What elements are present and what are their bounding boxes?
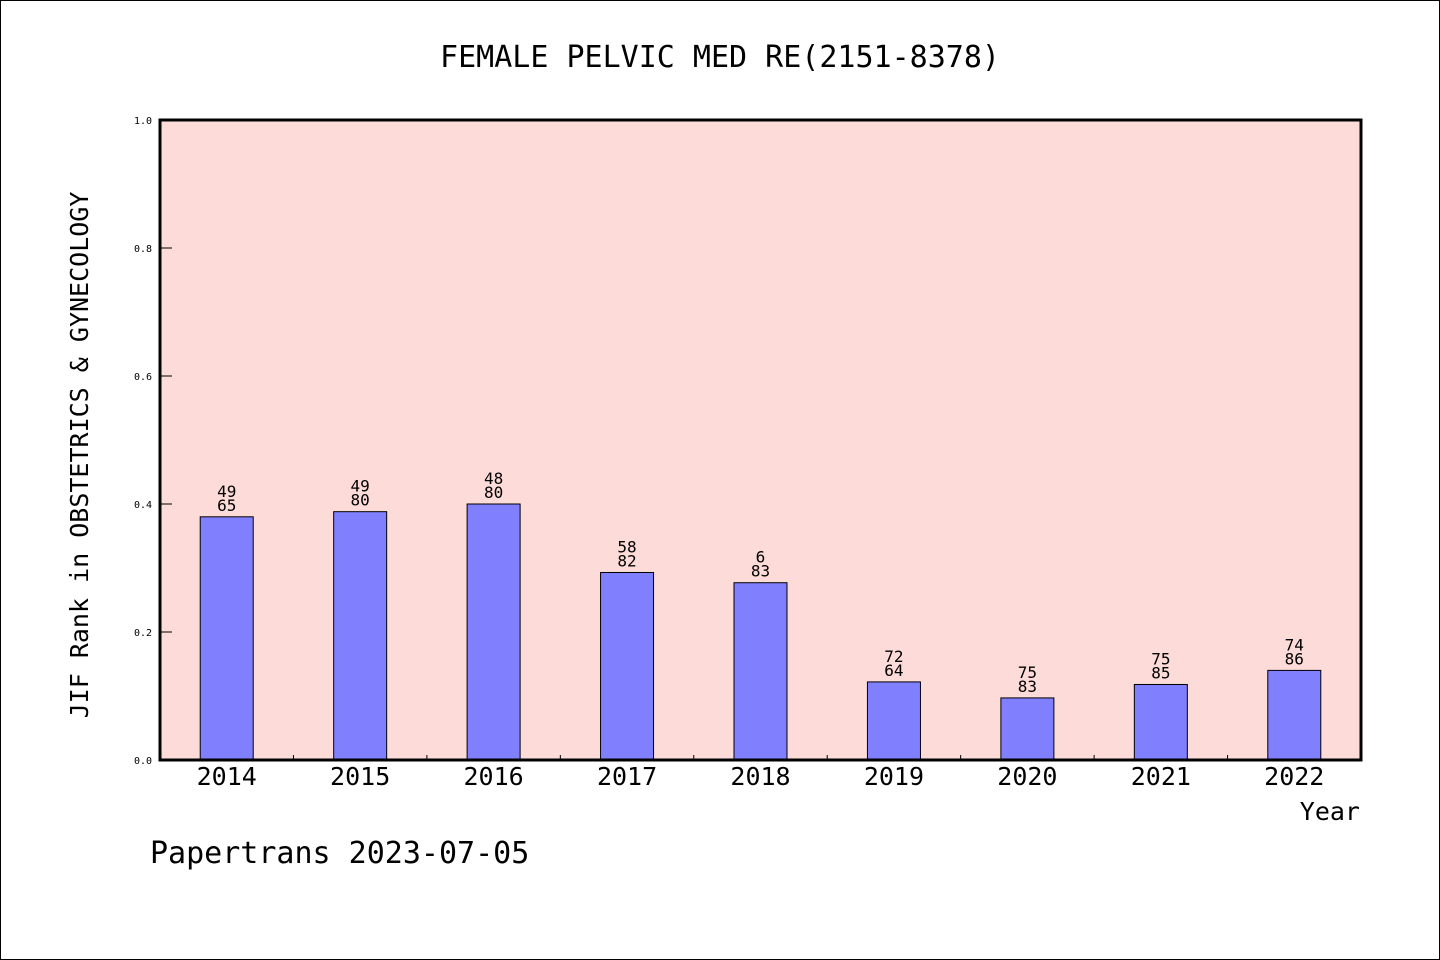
footer-watermark: Papertrans 2023-07-05 xyxy=(150,836,529,871)
data-label-bottom-2021: 85 xyxy=(1151,663,1170,682)
y-tick-label-0.2: 0.2 xyxy=(134,628,152,639)
data-label-bottom-2014: 65 xyxy=(217,496,236,515)
x-tick-label-2022: 2022 xyxy=(1264,762,1324,791)
bar-2015 xyxy=(333,511,388,761)
x-tick-label-2015: 2015 xyxy=(330,762,390,791)
y-tick-label-0.8: 0.8 xyxy=(134,244,152,255)
data-label-top-2014: 49 xyxy=(217,482,236,501)
chart-title: FEMALE PELVIC MED RE(2151-8378) xyxy=(440,40,1000,75)
data-label-bottom-2022: 86 xyxy=(1285,649,1304,668)
x-tick-label-2021: 2021 xyxy=(1131,762,1191,791)
plot-border xyxy=(158,118,1363,762)
data-label-top-2022: 74 xyxy=(1285,635,1304,654)
data-label-top-2020: 75 xyxy=(1018,663,1037,682)
x-axis-label: Year xyxy=(1300,797,1360,826)
data-label-top-2017: 58 xyxy=(617,537,636,556)
x-tick-label-2018: 2018 xyxy=(730,762,790,791)
data-label-top-2015: 49 xyxy=(351,477,370,496)
data-label-top-2018: 6 xyxy=(756,548,766,567)
data-label-bottom-2017: 82 xyxy=(617,551,636,570)
data-label-top-2016: 48 xyxy=(484,469,503,488)
x-tick-label-2014: 2014 xyxy=(197,762,257,791)
y-axis-label: JIF Rank in OBSTETRICS & GYNECOLOGY xyxy=(65,192,94,719)
data-label-top-2019: 72 xyxy=(884,647,903,666)
y-tick-label-1.0: 1.0 xyxy=(134,116,152,127)
bar-2016 xyxy=(466,503,521,761)
y-tick-label-0.0: 0.0 xyxy=(134,756,152,767)
bars-group xyxy=(199,503,1322,761)
x-tick-label-2019: 2019 xyxy=(864,762,924,791)
y-tick-label-0.6: 0.6 xyxy=(134,372,152,383)
bar-2019 xyxy=(866,681,921,761)
data-label-bottom-2016: 80 xyxy=(484,483,503,502)
bar-2017 xyxy=(600,571,655,761)
y-axis: 0.0 0.2 0.4 0.6 0.8 1.0 xyxy=(134,116,172,767)
data-label-top-2021: 75 xyxy=(1151,649,1170,668)
data-label-bottom-2019: 64 xyxy=(884,661,903,680)
x-tick-label-2017: 2017 xyxy=(597,762,657,791)
x-tick-label-2020: 2020 xyxy=(997,762,1057,791)
bar-2018 xyxy=(733,582,788,761)
x-tick-label-2016: 2016 xyxy=(464,762,524,791)
data-label-bottom-2020: 83 xyxy=(1018,677,1037,696)
bar-2020 xyxy=(1000,697,1055,761)
x-axis: 2014 2015 2016 2017 2018 2019 2020 2021 2022 xyxy=(197,755,1324,791)
bar-2021 xyxy=(1133,683,1188,761)
y-tick-label-0.4: 0.4 xyxy=(134,500,152,511)
data-label-bottom-2018: 83 xyxy=(751,562,770,581)
data-label-bottom-2015: 80 xyxy=(351,491,370,510)
bar-2014 xyxy=(199,516,254,761)
bar-2022 xyxy=(1267,669,1322,761)
